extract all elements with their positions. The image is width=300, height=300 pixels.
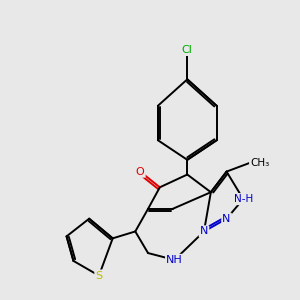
Text: S: S (95, 271, 103, 281)
Text: N-H: N-H (234, 194, 253, 204)
Text: NH: NH (166, 255, 183, 265)
Text: O: O (136, 167, 145, 177)
Text: Cl: Cl (182, 45, 193, 55)
Text: CH₃: CH₃ (250, 158, 269, 168)
Text: N: N (222, 214, 231, 224)
Text: N: N (200, 226, 208, 236)
